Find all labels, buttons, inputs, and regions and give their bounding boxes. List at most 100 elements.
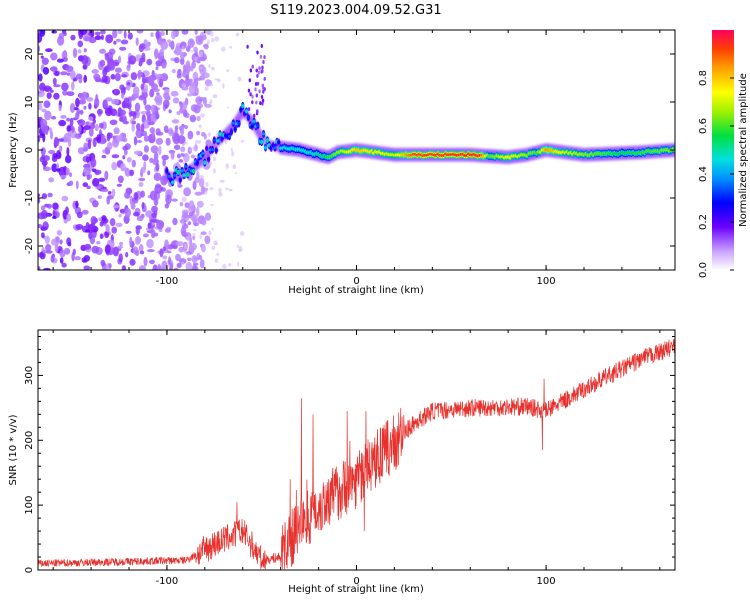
noise-blob bbox=[104, 244, 111, 254]
noise-blob bbox=[191, 265, 199, 270]
noise-blob bbox=[119, 133, 124, 139]
noise-blob bbox=[149, 127, 155, 134]
noise-blob bbox=[114, 67, 122, 73]
noise-blob bbox=[113, 40, 117, 45]
noise-blob bbox=[188, 146, 193, 153]
ridge-blob bbox=[261, 65, 264, 70]
noise-blob bbox=[187, 130, 194, 140]
noise-blob bbox=[83, 265, 91, 270]
noise-blob bbox=[99, 48, 106, 54]
noise-blob bbox=[111, 154, 120, 159]
noise-blob bbox=[208, 83, 214, 87]
ridge-blob bbox=[258, 89, 261, 94]
noise-blob bbox=[133, 86, 140, 96]
noise-blob bbox=[131, 120, 137, 125]
noise-blob bbox=[43, 100, 51, 108]
noise-blob bbox=[211, 227, 214, 231]
noise-blob bbox=[140, 83, 145, 90]
noise-blob bbox=[77, 49, 82, 54]
noise-blob bbox=[237, 261, 240, 267]
ridge-blob bbox=[260, 94, 264, 99]
noise-blob bbox=[238, 249, 243, 252]
ridge-blob bbox=[214, 148, 218, 152]
noise-blob bbox=[98, 122, 104, 129]
noise-blob bbox=[195, 35, 204, 45]
noise-blob bbox=[157, 264, 161, 270]
noise-blob bbox=[213, 240, 218, 246]
noise-blob bbox=[92, 137, 97, 148]
noise-blob bbox=[219, 179, 225, 183]
noise-blob bbox=[40, 147, 46, 156]
noise-blob bbox=[60, 71, 68, 76]
noise-blob bbox=[209, 187, 214, 191]
noise-blob bbox=[204, 189, 208, 195]
noise-blob bbox=[141, 202, 145, 209]
noise-blob bbox=[94, 123, 99, 132]
noise-blob bbox=[49, 127, 53, 134]
noise-blob bbox=[155, 60, 162, 67]
noise-blob bbox=[151, 205, 158, 213]
noise-blob bbox=[42, 124, 48, 135]
noise-blob bbox=[48, 177, 55, 183]
noise-blob bbox=[183, 187, 192, 197]
noise-blob bbox=[108, 263, 112, 269]
noise-blob bbox=[88, 102, 92, 110]
noise-blob bbox=[222, 82, 225, 89]
noise-blob bbox=[56, 58, 64, 63]
ridge-blob bbox=[255, 100, 258, 105]
noise-blob bbox=[42, 166, 51, 172]
noise-blob bbox=[96, 134, 101, 144]
noise-blob bbox=[63, 132, 72, 143]
noise-blob bbox=[105, 224, 110, 233]
noise-blob bbox=[196, 130, 201, 136]
noise-blob bbox=[140, 190, 146, 198]
ridge-blob bbox=[210, 148, 214, 152]
noise-blob bbox=[65, 155, 72, 164]
ridge-blob bbox=[256, 73, 259, 78]
ridge-blob bbox=[259, 101, 262, 106]
noise-blob bbox=[124, 192, 131, 199]
ridge-blob bbox=[265, 138, 269, 142]
noise-blob bbox=[139, 57, 146, 63]
noise-blob bbox=[118, 253, 123, 262]
ridge-blob bbox=[263, 87, 266, 92]
noise-blob bbox=[136, 123, 141, 131]
noise-blob bbox=[203, 43, 209, 50]
noise-blob bbox=[112, 204, 120, 209]
noise-blob bbox=[65, 65, 74, 73]
y-tick-label: 10 bbox=[24, 96, 35, 109]
noise-blob bbox=[127, 32, 133, 40]
noise-blob bbox=[210, 99, 213, 104]
noise-blob bbox=[180, 51, 185, 60]
noise-blob bbox=[231, 151, 235, 156]
noise-blob bbox=[150, 228, 156, 239]
noise-blob bbox=[200, 113, 206, 118]
spectrogram-x-axis-label: Height of straight line (km) bbox=[288, 285, 424, 296]
noise-blob bbox=[40, 205, 46, 211]
noise-blob bbox=[190, 154, 196, 159]
ridge-blob bbox=[165, 169, 169, 173]
noise-blob bbox=[164, 203, 169, 209]
ridge-blob bbox=[186, 173, 190, 176]
noise-blob bbox=[148, 79, 155, 86]
ridge-blob bbox=[260, 69, 263, 74]
noise-blob bbox=[173, 267, 179, 270]
noise-blob bbox=[38, 102, 43, 111]
noise-blob bbox=[66, 72, 71, 76]
y-tick-label: 0 bbox=[24, 147, 35, 153]
noise-blob bbox=[170, 149, 175, 160]
noise-blob bbox=[155, 128, 161, 136]
noise-blob bbox=[183, 124, 189, 130]
noise-blob bbox=[155, 66, 159, 71]
noise-blob bbox=[72, 47, 78, 58]
noise-blob bbox=[141, 74, 146, 85]
noise-blob bbox=[113, 89, 118, 93]
noise-blob bbox=[97, 195, 102, 199]
noise-blob bbox=[119, 209, 125, 213]
noise-blob bbox=[197, 139, 202, 144]
noise-blob bbox=[228, 188, 233, 192]
noise-blob bbox=[123, 115, 127, 125]
noise-blob bbox=[226, 69, 230, 73]
noise-blob bbox=[59, 239, 63, 245]
noise-blob bbox=[115, 38, 122, 43]
